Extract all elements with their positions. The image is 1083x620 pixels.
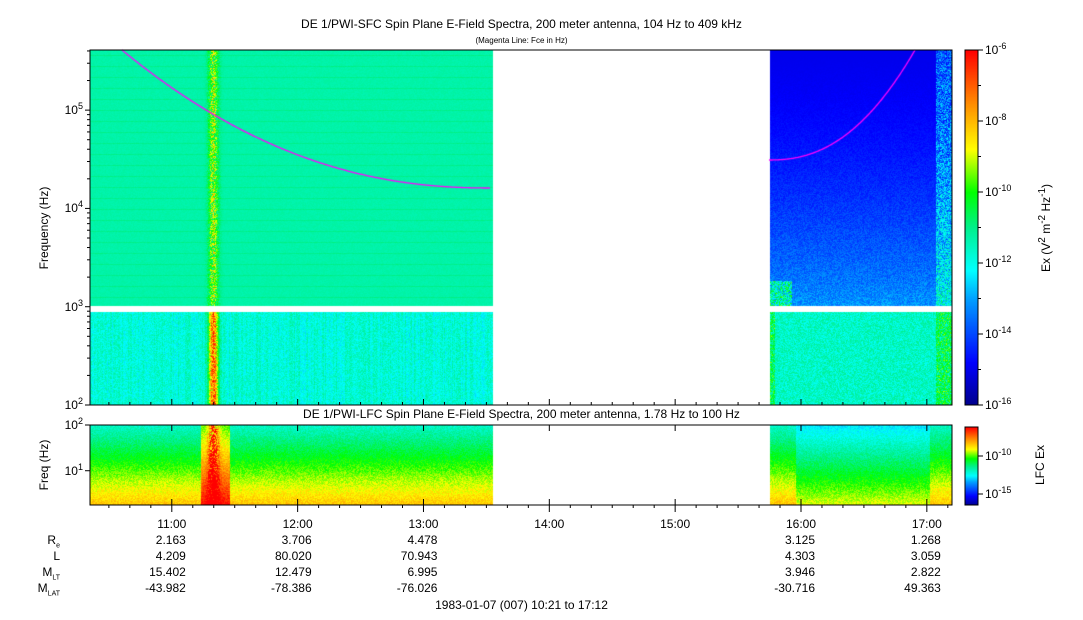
x-tick-label: 14:00: [534, 517, 565, 531]
y-tick-label-sfc: 105: [65, 101, 83, 117]
tick-base: 10: [985, 185, 999, 199]
ephemeris-label-sub: LT: [52, 574, 60, 582]
tick-exp: 3: [77, 297, 83, 308]
ephemeris-value: 3.125: [784, 533, 815, 547]
ephemeris-value: 15.402: [149, 565, 186, 579]
ephemeris-label-sub: LAT: [47, 590, 60, 598]
y-tick-label-sfc: 104: [65, 199, 83, 215]
ephemeris-value: 2.822: [910, 565, 941, 579]
colorbar-tick-label: 10-10: [985, 183, 1011, 199]
tick-exp: -15: [998, 485, 1012, 495]
ephemeris-value: 4.209: [155, 549, 186, 563]
tick-base: 10: [64, 201, 78, 216]
y-axis-label-lfc: Freq (Hz): [37, 439, 51, 491]
ephemeris-value: 3.946: [784, 565, 815, 579]
tick-base: 10: [985, 487, 999, 501]
ephemeris-label: L: [53, 549, 60, 563]
ephemeris-value: -76.026: [396, 581, 438, 595]
x-tick-label: 12:00: [282, 517, 313, 531]
colorbar-tick-label-lfc: 10-10: [985, 447, 1011, 463]
tick-exp: -8: [998, 112, 1007, 122]
ephemeris-value: 4.303: [784, 549, 815, 563]
ephemeris-value: 70.943: [400, 549, 438, 563]
ephemeris-row-label: MLT: [42, 565, 60, 581]
tick-base: 10: [64, 463, 78, 478]
colorbar-tick-label: 10-16: [985, 396, 1011, 412]
ephemeris-value: 1.268: [910, 533, 941, 547]
colorbar-frame-lfc: [964, 426, 979, 506]
colorbar-tick-label: 10-6: [985, 41, 1006, 57]
colorbar-frame-sfc: [964, 49, 979, 406]
ephemeris-value: -78.386: [270, 581, 312, 595]
ephemeris-value: 4.478: [407, 533, 438, 547]
ephemeris-value: -43.982: [145, 581, 186, 595]
ephemeris-value: 80.020: [274, 549, 312, 563]
tick-exp: 5: [77, 101, 83, 112]
y-axis-label-sfc: Frequency (Hz): [37, 186, 51, 270]
y-tick-label-sfc: 102: [65, 396, 83, 412]
tick-base: 10: [64, 398, 78, 412]
tick-exp: -12: [998, 254, 1012, 264]
colorbar-tick-label-lfc: 10-15: [985, 485, 1011, 501]
ephemeris-row-label: Re: [47, 533, 60, 549]
y-tick-label-lfc: 102: [65, 416, 83, 432]
ephemeris-label: M: [42, 565, 53, 579]
chart-subtitle: (Magenta Line: Fce in Hz): [475, 36, 568, 45]
ephemeris-value: -30.716: [774, 581, 815, 595]
tick-exp: -10: [998, 183, 1012, 193]
tick-base: 10: [985, 327, 999, 341]
ephemeris-value: 49.363: [904, 581, 941, 595]
tick-exp: 4: [77, 199, 83, 210]
chart-title-lfc: DE 1/PWI-LFC Spin Plane E-Field Spectra,…: [303, 407, 740, 421]
plot-frame-sfc: [89, 49, 953, 406]
colorbar-label-lfc: LFC Ex: [1033, 444, 1047, 486]
ephemeris-value: 3.059: [910, 549, 941, 563]
footer-date-range: 1983-01-07 (007) 10:21 to 17:12: [435, 598, 608, 612]
ephemeris-value: 6.995: [407, 565, 438, 579]
tick-base: 10: [985, 114, 999, 128]
tick-exp: -10: [998, 447, 1012, 457]
ephemeris-row-label: L: [53, 549, 60, 565]
colorbar-tick-label: 10-12: [985, 254, 1011, 270]
ephemeris-row-label: MLAT: [38, 581, 60, 597]
x-tick-label: 13:00: [408, 517, 439, 531]
ephemeris-value: 2.163: [155, 533, 186, 547]
x-tick-label: 16:00: [785, 517, 816, 531]
tick-base: 10: [64, 299, 78, 314]
colorbar-tick-label: 10-8: [985, 112, 1006, 128]
plot-frame-lfc: [89, 424, 953, 506]
tick-exp: -6: [998, 41, 1007, 51]
tick-base: 10: [985, 398, 999, 412]
colorbar-label-sfc: Ex (V2 m-2 Hz-1): [1037, 183, 1053, 273]
ephemeris-label: R: [47, 533, 57, 547]
chart-title-sfc: DE 1/PWI-SFC Spin Plane E-Field Spectra,…: [301, 17, 742, 31]
tick-exp: -14: [998, 325, 1012, 335]
tick-base: 10: [64, 418, 78, 432]
tick-base: 10: [985, 256, 999, 270]
tick-exp: 1: [77, 461, 83, 472]
tick-exp: 2: [77, 396, 83, 406]
tick-base: 10: [64, 103, 78, 118]
ephemeris-value: 12.479: [274, 565, 312, 579]
ephemeris-label-sub: e: [56, 542, 60, 550]
x-tick-label: 11:00: [157, 517, 187, 531]
y-tick-label-lfc: 101: [65, 462, 83, 478]
tick-exp: -16: [998, 396, 1012, 406]
tick-base: 10: [985, 449, 999, 463]
tick-exp: 2: [77, 416, 83, 426]
tick-base: 10: [985, 43, 999, 57]
x-tick-label: 17:00: [911, 517, 942, 531]
ephemeris-value: 3.706: [281, 533, 312, 547]
ephemeris-label: M: [37, 581, 48, 595]
y-tick-label-sfc: 103: [65, 298, 83, 314]
x-tick-label: 15:00: [660, 517, 691, 531]
colorbar-tick-label: 10-14: [985, 325, 1011, 341]
